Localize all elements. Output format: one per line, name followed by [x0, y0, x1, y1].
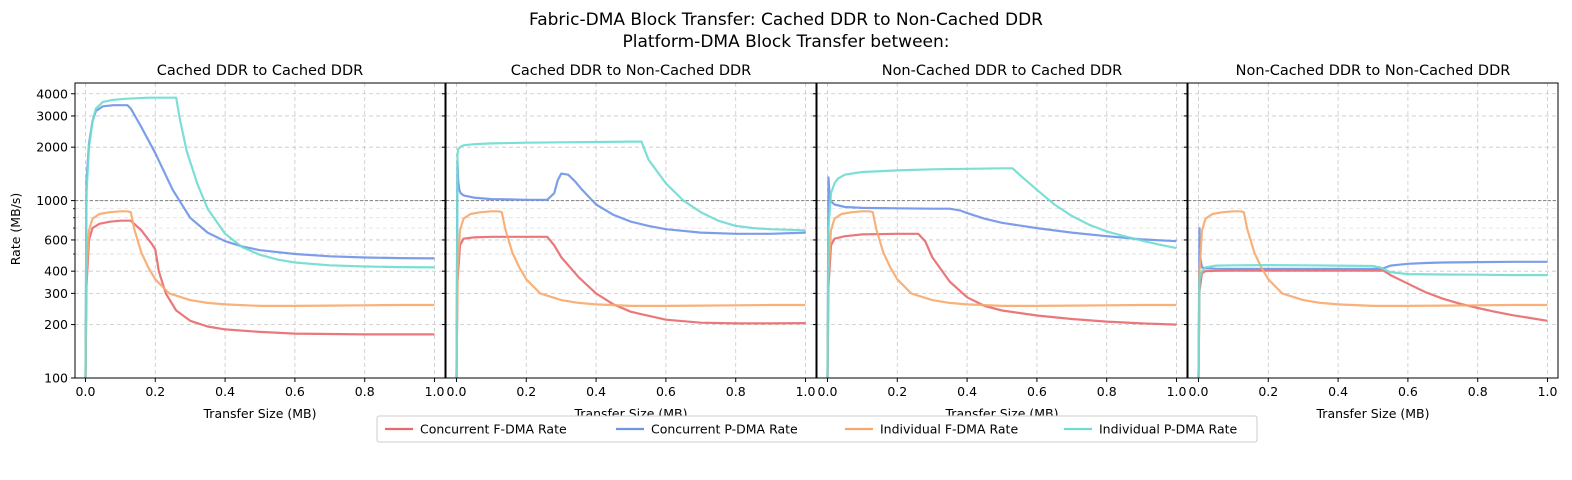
panel-4: Non-Cached DDR to Non-Cached DDR 0.0 0.2 0.…: [1184, 63, 1559, 421]
panel-frame: [74, 82, 446, 379]
x-tick-label: 0.2: [145, 384, 165, 399]
y-tick-label: 4000: [36, 86, 68, 101]
panel-frame: [1187, 82, 1559, 379]
x-tick-label: 0.8: [355, 384, 375, 399]
y-tick-label: 400: [44, 264, 68, 279]
x-tick-label: 0.2: [887, 384, 907, 399]
y-tick-label: 2000: [36, 140, 68, 155]
figure-title-line-2: Platform-DMA Block Transfer between:: [622, 32, 949, 52]
figure-title-line-1: Fabric-DMA Block Transfer: Cached DDR to…: [529, 10, 1043, 30]
legend-label-individual-f-dma-rate: Individual F-DMA Rate: [880, 422, 1018, 437]
series-line-individual-p-dma-rate: [826, 167, 1177, 379]
panel-3: Non-Cached DDR to Cached DDR 0.0 0.2 0.4 0.6…: [813, 63, 1188, 421]
panel-1: Cached DDR to Cached DDR 0.0 0.2 0.4 0.6 0.8 1…: [36, 63, 446, 421]
legend-label-concurrent-f-dma-rate: Concurrent F-DMA Rate: [420, 422, 567, 437]
series-line-concurrent-p-dma-rate: [826, 176, 1177, 379]
x-tick-label: 0.6: [285, 384, 305, 399]
series-line-concurrent-f-dma-rate: [826, 232, 1177, 379]
panel-title: Non-Cached DDR to Non-Cached DDR: [1236, 63, 1511, 79]
legend-label-individual-p-dma-rate: Individual P-DMA Rate: [1099, 422, 1238, 437]
series-line-concurrent-p-dma-rate: [455, 160, 806, 379]
x-tick-label: 0.4: [957, 384, 977, 399]
series-line-individual-f-dma-rate: [455, 210, 806, 379]
panel-frame: [445, 82, 817, 379]
panel-title: Cached DDR to Non-Cached DDR: [511, 63, 752, 79]
panel-2: Cached DDR to Non-Cached DDR 0.0 0.2 0.4 0.6…: [442, 63, 817, 421]
x-axis-label: Transfer Size (MB): [1316, 406, 1430, 421]
y-axis-label: Rate (MB/s): [8, 193, 23, 265]
x-tick-label: 0.0: [1189, 384, 1209, 399]
y-tick-label: 600: [44, 232, 68, 247]
x-tick-label: 0.2: [1258, 384, 1278, 399]
series-line-concurrent-f-dma-rate: [84, 219, 435, 379]
x-tick-label: 0.4: [215, 384, 235, 399]
x-tick-label: 0.8: [1097, 384, 1117, 399]
x-tick-label: 0.0: [76, 384, 96, 399]
series-line-individual-f-dma-rate: [84, 210, 435, 379]
legend: Concurrent F-DMA Rate Concurrent P-DMA Ra…: [376, 415, 1258, 443]
x-tick-label: 0.0: [818, 384, 838, 399]
x-tick-label: 1.0: [796, 384, 816, 399]
y-tick-label: 300: [44, 286, 68, 301]
x-tick-label: 0.4: [1328, 384, 1348, 399]
x-tick-label: 1.0: [1538, 384, 1558, 399]
x-tick-label: 0.8: [726, 384, 746, 399]
x-tick-label: 0.6: [1398, 384, 1418, 399]
panel-frame: [816, 82, 1188, 379]
series-line-concurrent-f-dma-rate: [455, 235, 806, 379]
x-axis-label: Transfer Size (MB): [203, 406, 317, 421]
x-tick-label: 0.6: [656, 384, 676, 399]
x-tick-label: 0.4: [586, 384, 606, 399]
series-line-individual-f-dma-rate: [826, 210, 1177, 379]
legend-label-concurrent-p-dma-rate: Concurrent P-DMA Rate: [651, 422, 798, 437]
series-line-individual-p-dma-rate: [455, 140, 806, 379]
y-tick-label: 1000: [36, 193, 68, 208]
legend-frame: [376, 415, 1258, 443]
series-line-individual-p-dma-rate: [84, 96, 435, 379]
y-tick-label: 3000: [36, 108, 68, 123]
x-tick-label: 1.0: [1167, 384, 1187, 399]
x-tick-label: 0.8: [1468, 384, 1488, 399]
chart-panels: Cached DDR to Cached DDR 0.0 0.2 0.4 0.6 0.8 1…: [36, 63, 1559, 421]
series-line-individual-p-dma-rate: [1197, 264, 1548, 379]
series-line-individual-f-dma-rate: [1197, 210, 1548, 379]
x-tick-label: 0.0: [447, 384, 467, 399]
y-tick-label: 200: [44, 317, 68, 332]
y-tick-label: 100: [44, 371, 68, 386]
panel-title: Non-Cached DDR to Cached DDR: [882, 63, 1123, 79]
series-line-concurrent-p-dma-rate: [1197, 227, 1548, 379]
x-tick-label: 1.0: [425, 384, 445, 399]
series-line-concurrent-f-dma-rate: [1197, 269, 1548, 379]
panel-title: Cached DDR to Cached DDR: [157, 63, 363, 79]
x-tick-label: 0.6: [1027, 384, 1047, 399]
x-tick-label: 0.2: [516, 384, 536, 399]
